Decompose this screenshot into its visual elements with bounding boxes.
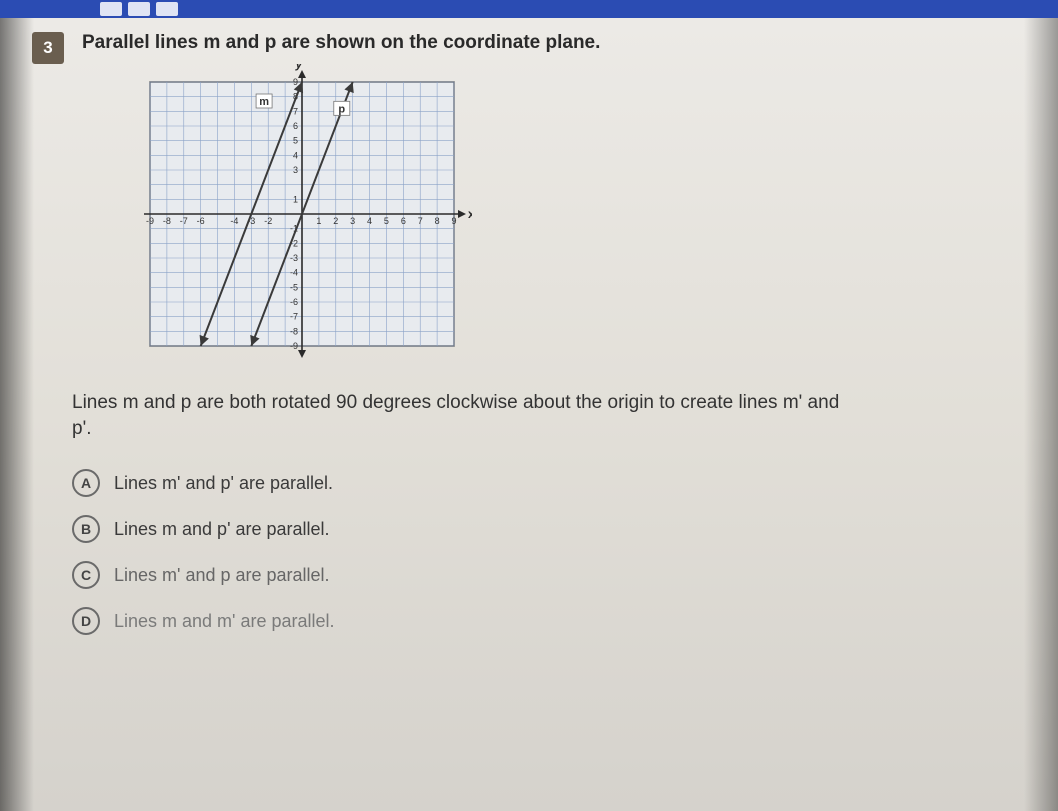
choice-letter-circle: C [72, 561, 100, 589]
svg-text:-6: -6 [197, 216, 205, 226]
svg-text:1: 1 [293, 194, 298, 204]
svg-text:8: 8 [435, 216, 440, 226]
svg-text:-3: -3 [290, 253, 298, 263]
svg-text:x: x [468, 207, 472, 221]
svg-text:m: m [259, 96, 269, 108]
svg-text:6: 6 [401, 216, 406, 226]
svg-text:-2: -2 [264, 216, 272, 226]
svg-text:-4: -4 [230, 216, 238, 226]
top-toolbar [0, 0, 1058, 18]
coordinate-plane-graph: xy-9-8-7-6-4-3-212345678913456789-1-2-3-… [132, 64, 472, 364]
choice-a[interactable]: A Lines m' and p' are parallel. [72, 469, 852, 497]
question-prompt: Parallel lines m and p are shown on the … [82, 32, 1018, 54]
svg-text:5: 5 [384, 216, 389, 226]
question-sub-prompt: Lines m and p are both rotated 90 degree… [72, 390, 852, 441]
toolbar-icon [128, 2, 150, 16]
svg-text:9: 9 [293, 77, 298, 87]
svg-text:3: 3 [293, 165, 298, 175]
choice-letter-circle: B [72, 515, 100, 543]
svg-text:7: 7 [293, 106, 298, 116]
svg-text:-6: -6 [290, 297, 298, 307]
choice-text: Lines m' and p are parallel. [114, 565, 330, 586]
svg-text:p: p [338, 103, 345, 115]
svg-text:-8: -8 [163, 216, 171, 226]
choice-text: Lines m and p' are parallel. [114, 519, 330, 540]
choice-text: Lines m' and p' are parallel. [114, 473, 333, 494]
svg-text:3: 3 [350, 216, 355, 226]
svg-text:9: 9 [451, 216, 456, 226]
svg-text:-7: -7 [180, 216, 188, 226]
svg-text:1: 1 [316, 216, 321, 226]
svg-text:-4: -4 [290, 268, 298, 278]
svg-text:4: 4 [293, 150, 298, 160]
choice-text: Lines m and m' are parallel. [114, 611, 335, 632]
choice-c[interactable]: C Lines m' and p are parallel. [72, 561, 852, 589]
svg-text:y: y [295, 64, 304, 71]
svg-text:-9: -9 [290, 341, 298, 351]
svg-text:2: 2 [333, 216, 338, 226]
svg-text:7: 7 [418, 216, 423, 226]
toolbar-icon [100, 2, 122, 16]
svg-text:-8: -8 [290, 326, 298, 336]
svg-text:5: 5 [293, 136, 298, 146]
svg-text:-7: -7 [290, 312, 298, 322]
svg-text:-9: -9 [146, 216, 154, 226]
choice-b[interactable]: B Lines m and p' are parallel. [72, 515, 852, 543]
question-number-badge: 3 [32, 32, 64, 64]
answer-choices: A Lines m' and p' are parallel. B Lines … [72, 469, 852, 635]
toolbar-icon [156, 2, 178, 16]
choice-letter-circle: A [72, 469, 100, 497]
svg-text:6: 6 [293, 121, 298, 131]
page-body: 3 Parallel lines m and p are shown on th… [0, 18, 1058, 811]
choice-d[interactable]: D Lines m and m' are parallel. [72, 607, 852, 635]
svg-text:-5: -5 [290, 282, 298, 292]
svg-text:4: 4 [367, 216, 372, 226]
choice-letter-circle: D [72, 607, 100, 635]
